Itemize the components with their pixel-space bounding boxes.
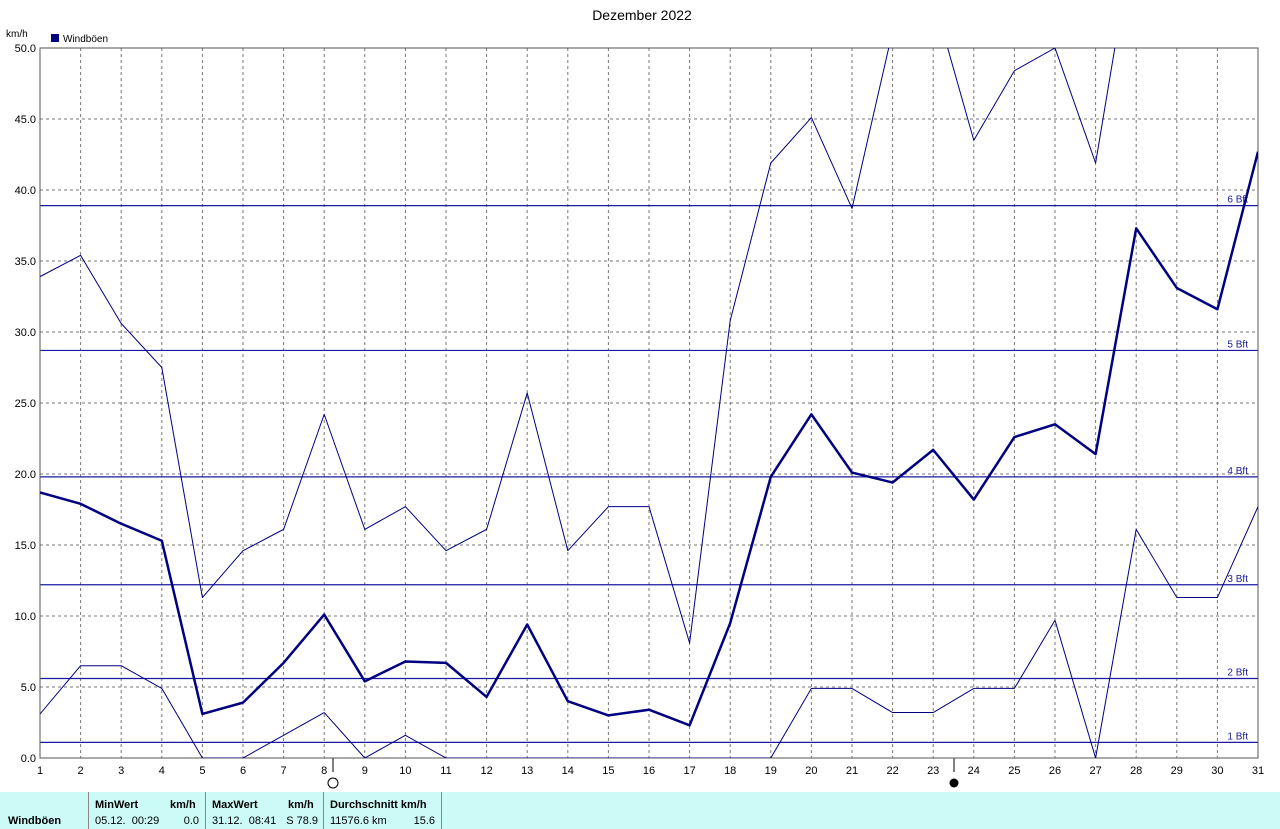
x-tick-label: 31 <box>1252 765 1264 777</box>
x-tick-label: 1 <box>37 765 43 777</box>
x-tick-label: 28 <box>1130 765 1142 777</box>
stats-name: Windböen <box>8 815 62 827</box>
x-tick-label: 7 <box>281 765 287 777</box>
series-group <box>40 48 1258 758</box>
bft-label: 1 Bft <box>1227 731 1248 742</box>
stats-value: S 78.9 <box>286 815 318 827</box>
y-tick-label: 35.0 <box>15 256 36 268</box>
chart-title: Dezember 2022 <box>592 7 692 23</box>
x-tick-label: 29 <box>1171 765 1183 777</box>
stats-header: Durchschnitt km/h <box>330 799 427 811</box>
x-tick-label: 17 <box>683 765 695 777</box>
stats-value: 15.6 <box>413 815 435 827</box>
stats-time: 05.12. 00:29 <box>95 815 160 827</box>
x-tick-label: 12 <box>480 765 492 777</box>
x-tick-label: 27 <box>1089 765 1101 777</box>
y-tick-label: 50.0 <box>15 43 36 55</box>
x-tick-label: 20 <box>805 765 817 777</box>
x-tick-label: 16 <box>643 765 655 777</box>
stats-panel: Windböen MinWert km/h 05.12. 00:29 0.0 M… <box>0 792 1280 829</box>
bft-label: 4 Bft <box>1227 466 1248 477</box>
x-tick-label: 14 <box>562 765 574 777</box>
x-tick-label: 9 <box>362 765 368 777</box>
x-tick-label: 24 <box>968 765 980 777</box>
y-tick-label: 30.0 <box>15 327 36 339</box>
x-tick-label: 25 <box>1008 765 1020 777</box>
stats-unit: km/h <box>288 799 314 811</box>
stats-header: MaxWert <box>212 799 258 811</box>
series-line <box>40 151 1258 727</box>
series-line <box>40 506 1258 758</box>
separator <box>441 792 442 829</box>
moon-full <box>327 777 339 789</box>
x-tick-label: 10 <box>399 765 411 777</box>
x-tick-label: 4 <box>159 765 165 777</box>
bft-label: 5 Bft <box>1227 339 1248 350</box>
y-tick-label: 20.0 <box>15 469 36 481</box>
x-tick-label: 15 <box>602 765 614 777</box>
series-line <box>40 48 1116 644</box>
y-tick-label: 5.0 <box>21 682 36 694</box>
y-axis-label: km/h <box>6 29 28 40</box>
x-tick-label: 2 <box>78 765 84 777</box>
chart: Dezember 2022 km/h Windböen 0.05.010.015… <box>6 7 1264 789</box>
legend-swatch <box>51 34 59 42</box>
bft-label: 6 Bft <box>1227 195 1248 206</box>
x-tick-label: 6 <box>240 765 246 777</box>
bft-label: 3 Bft <box>1227 574 1248 585</box>
x-tick-label: 18 <box>724 765 736 777</box>
bft-label: 2 Bft <box>1227 667 1248 678</box>
stats-time: 31.12. 08:41 <box>212 815 277 827</box>
x-tick-label: 19 <box>765 765 777 777</box>
stats-unit: km/h <box>170 799 196 811</box>
x-tick-label: 3 <box>118 765 124 777</box>
y-tick-label: 0.0 <box>21 753 36 765</box>
x-tick-label: 26 <box>1049 765 1061 777</box>
x-tick-label: 21 <box>846 765 858 777</box>
y-tick-label: 10.0 <box>15 611 36 623</box>
legend-label: Windböen <box>63 34 108 45</box>
x-tick-label: 30 <box>1211 765 1223 777</box>
separator <box>323 792 324 829</box>
y-tick-label: 15.0 <box>15 540 36 552</box>
x-tick-label: 8 <box>321 765 327 777</box>
x-tick-label: 5 <box>199 765 205 777</box>
x-tick-label: 13 <box>521 765 533 777</box>
stats-distance: 11576.6 km <box>330 815 387 827</box>
stats-header: MinWert <box>95 799 139 811</box>
x-tick-label: 22 <box>886 765 898 777</box>
y-tick-label: 40.0 <box>15 185 36 197</box>
x-tick-label: 11 <box>440 765 451 777</box>
y-tick-label: 45.0 <box>15 114 36 126</box>
x-tick-label: 23 <box>927 765 939 777</box>
separator <box>205 792 206 829</box>
moon-new <box>949 778 959 788</box>
separator <box>88 792 89 829</box>
stats-value: 0.0 <box>183 815 199 827</box>
y-tick-label: 25.0 <box>15 398 36 410</box>
